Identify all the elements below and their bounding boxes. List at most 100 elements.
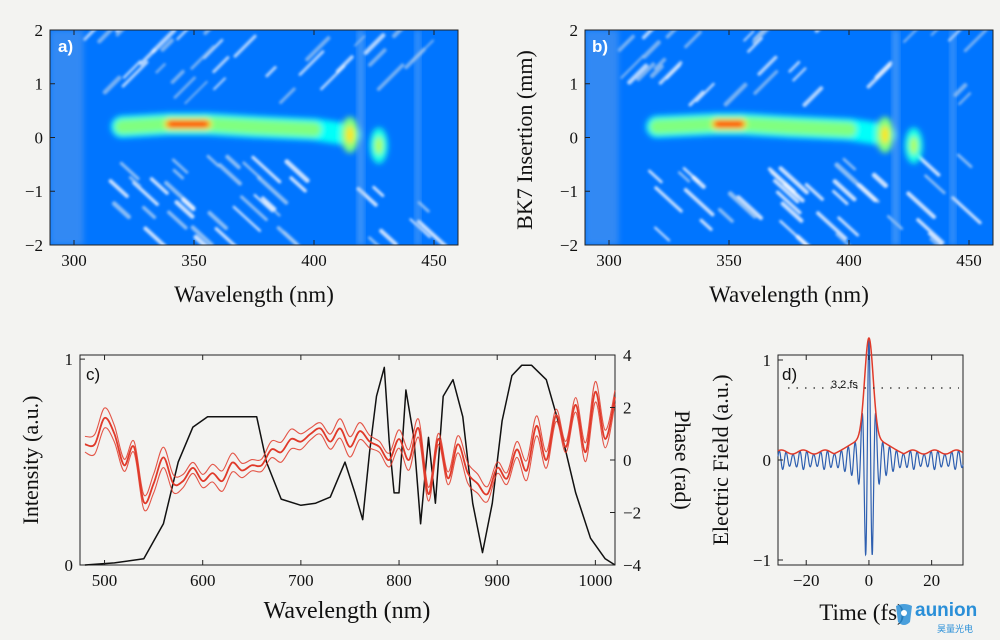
heatmap-fringe <box>620 54 645 79</box>
heatmap-streak <box>414 30 421 245</box>
watermark-text: aunion <box>915 600 978 621</box>
heatmap-fringe <box>151 30 177 54</box>
heatmap-fringe <box>653 57 667 71</box>
heatmap-satellite-core <box>346 125 354 144</box>
heatmap-fringe <box>788 60 801 73</box>
panel-a-label: a) <box>58 37 73 56</box>
heatmap-fringe <box>207 210 228 231</box>
heatmap-ridge-segment <box>733 116 797 135</box>
heatmap-ridge <box>646 113 923 164</box>
panel-d-xtick-label: −20 <box>793 571 820 590</box>
heatmap-fringe <box>775 190 802 215</box>
heatmap-fringe <box>206 154 220 168</box>
heatmap-fringe <box>736 195 763 221</box>
panel-b-ytick-label: 1 <box>570 75 579 94</box>
panel-c-ylabel-right: Phase (rad) <box>670 410 695 510</box>
panel-d-ytick-label: 1 <box>763 351 772 370</box>
watermark-mark-icon <box>896 604 912 625</box>
heatmap-streak <box>892 30 900 245</box>
panel-b-plot-area <box>585 30 993 245</box>
heatmap-fringe <box>173 76 196 99</box>
heatmap-fringe <box>376 63 405 91</box>
panel-d-xtick-label: 0 <box>865 571 874 590</box>
heatmap-fringe <box>665 30 677 39</box>
panel-b-xtick-label: 450 <box>956 251 982 270</box>
heatmap-fringe <box>335 55 354 74</box>
heatmap-fringe <box>816 211 848 241</box>
panel-c-ytick-right-label: 4 <box>623 346 632 365</box>
heatmap-edge-band <box>50 30 84 245</box>
panel-a-ytick-label: 2 <box>35 21 44 40</box>
panel-b-ytick-label: −1 <box>560 182 578 201</box>
heatmap-fringe <box>171 158 189 174</box>
heatmap-fringe <box>951 196 982 225</box>
heatmap-fringe <box>658 61 683 85</box>
heatmap-fringe <box>842 157 857 171</box>
panel-c-xtick-label: 700 <box>288 571 314 590</box>
heatmap-streak <box>949 30 956 245</box>
panel-b-xtick-label: 300 <box>596 251 622 270</box>
heatmap-fringe <box>379 228 399 245</box>
panel-b-axes: 300 350 400 450 −2 −1 0 1 2 <box>560 21 982 270</box>
panel-b-xtick-label: 350 <box>716 251 742 270</box>
panel-d-xlabel: Time (fs) <box>819 600 904 625</box>
heatmap-fringe <box>832 179 857 202</box>
heatmap-fringe <box>184 80 208 105</box>
spectral-phase-line <box>84 380 616 497</box>
panel-c-ytick-label: 1 <box>65 350 74 369</box>
heatmap-fringe <box>871 172 889 188</box>
heatmap-fringe <box>225 154 241 170</box>
heatmap-fringe <box>261 196 277 211</box>
heatmap-fringe <box>132 181 159 206</box>
panel-d-ytick-label: −1 <box>753 551 771 570</box>
heatmap-fringe <box>305 36 331 62</box>
heatmap-fringe <box>795 234 810 245</box>
panel-b-ytick-label: 2 <box>570 21 579 40</box>
panel-d-electric-field: −20 0 20 −1 0 1 d) 3.2 fs Time (fs) Electric … <box>708 337 964 625</box>
heatmap-fringe <box>181 197 196 212</box>
heatmap-fringe <box>835 232 851 245</box>
heatmap-fringe <box>837 216 860 237</box>
panel-d-series <box>777 337 964 557</box>
heatmap-fringe <box>253 193 274 213</box>
heatmap-fringe <box>368 48 387 67</box>
panel-d-annotation: 3.2 fs <box>831 379 858 391</box>
panel-c-ytick-right-label: 0 <box>623 451 632 470</box>
heatmap-fringe <box>232 205 262 232</box>
heatmap-satellite-core <box>374 136 383 155</box>
heatmap-fringe <box>617 34 635 52</box>
heatmap-fringe <box>927 232 943 245</box>
heatmap-fringe <box>684 30 702 49</box>
heatmap-fringe <box>149 177 169 195</box>
panel-a-xlabel: Wavelength (nm) <box>174 282 334 307</box>
heatmap-fringe <box>832 189 849 206</box>
heatmap-fringe <box>855 182 878 203</box>
heatmap-fringe <box>929 237 939 245</box>
heatmap-fringe <box>642 40 661 59</box>
heatmap-fringe <box>111 201 132 220</box>
panel-d-ylabel: Electric Field (a.u.) <box>708 374 733 545</box>
spectrum-intensity-line <box>84 364 616 566</box>
heatmap-fringe <box>916 218 945 245</box>
panel-a-heatmap: 300 350 400 450 −2 −1 0 1 2 a) Wavelength (nm) <box>25 21 459 307</box>
heatmap-fringe <box>416 219 448 245</box>
field-envelope-line <box>777 337 964 455</box>
heatmap-fringe <box>743 30 755 42</box>
heatmap-fringe <box>276 226 300 245</box>
heatmap-fringe <box>753 69 779 95</box>
panel-c-ylabel: Intensity (a.u.) <box>18 396 43 525</box>
heatmap-fringe <box>915 153 941 177</box>
heatmap-fringes <box>83 30 448 245</box>
heatmap-fringe <box>102 75 122 95</box>
panel-a-axes: 300 350 400 450 −2 −1 0 1 2 <box>25 21 447 270</box>
heatmap-fringe <box>213 77 227 91</box>
panel-a-xtick-label: 350 <box>181 251 207 270</box>
watermark-logo: aunion 昊量光电 <box>893 598 993 638</box>
panel-b-xtick-label: 400 <box>836 251 862 270</box>
heatmap-fringe <box>834 162 859 185</box>
panel-d-label: d) <box>782 365 797 384</box>
heatmap-ridge-segment <box>781 119 857 137</box>
heatmap-fringe <box>636 62 656 82</box>
heatmap-fringe <box>176 30 189 41</box>
